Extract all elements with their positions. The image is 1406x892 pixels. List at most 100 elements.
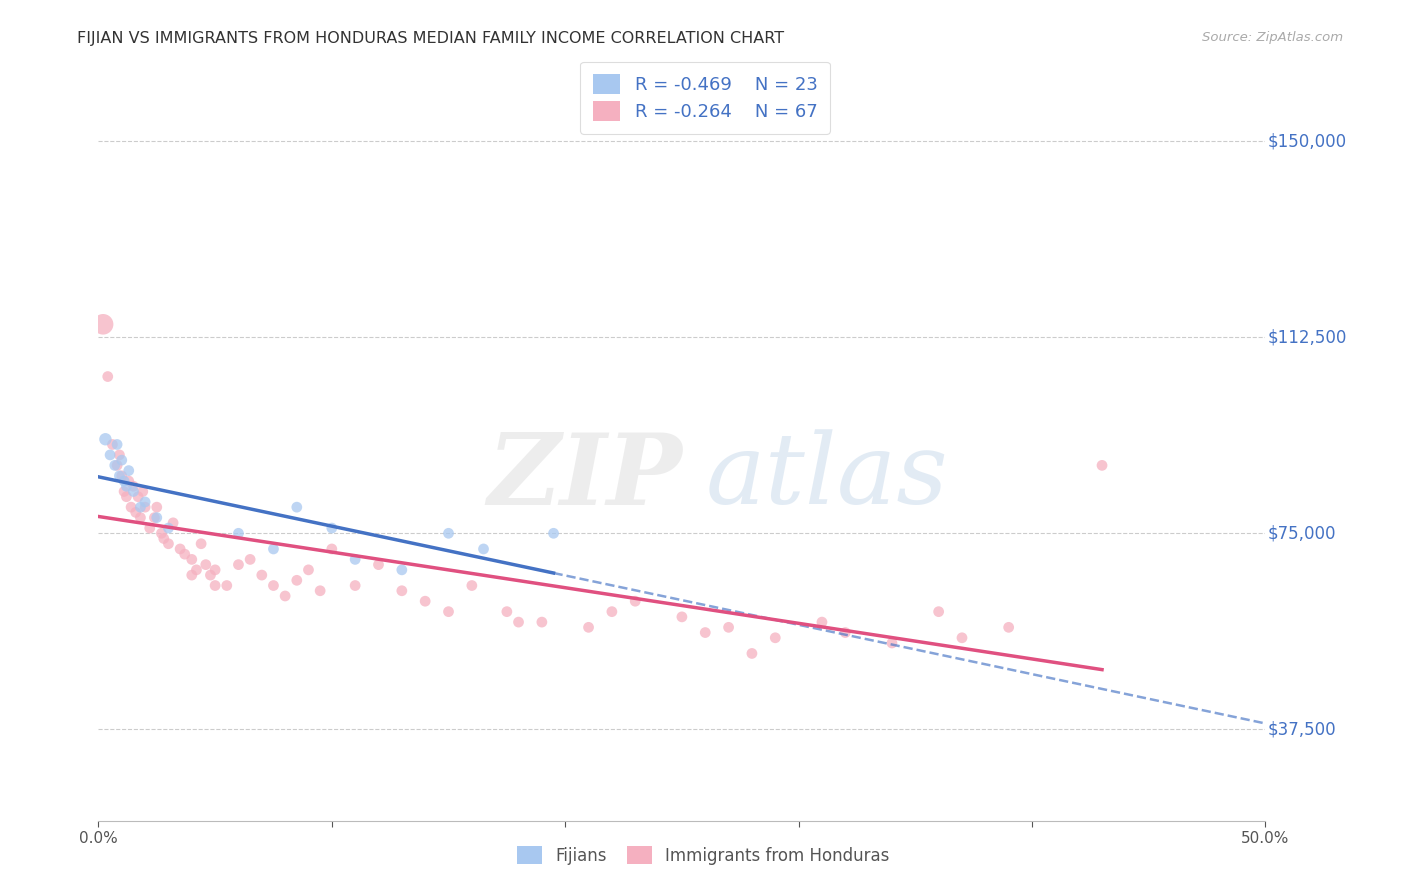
Point — [118, 464, 141, 478]
Point — [496, 605, 519, 619]
Point — [309, 583, 332, 598]
Point — [285, 574, 308, 588]
Point — [530, 615, 553, 629]
Point — [717, 620, 740, 634]
Point — [741, 647, 763, 661]
Point — [200, 568, 222, 582]
Point — [186, 563, 208, 577]
Point — [204, 578, 226, 592]
Point — [108, 448, 131, 462]
Text: $112,500: $112,500 — [1268, 328, 1347, 346]
Point — [508, 615, 530, 629]
Point — [461, 578, 484, 592]
Point — [134, 495, 156, 509]
Point — [115, 490, 138, 504]
Point — [880, 636, 903, 650]
Point — [671, 610, 693, 624]
Point — [111, 453, 134, 467]
Point — [367, 558, 389, 572]
Point — [391, 583, 413, 598]
Point — [437, 526, 460, 541]
Point — [125, 505, 148, 519]
Point — [127, 490, 149, 504]
Point — [143, 510, 166, 524]
Point — [928, 605, 950, 619]
Point — [834, 625, 856, 640]
Point — [578, 620, 600, 634]
Point — [190, 537, 212, 551]
Point — [112, 484, 135, 499]
Point — [194, 558, 217, 572]
Point — [105, 437, 128, 451]
Point — [98, 448, 121, 462]
Point — [180, 568, 202, 582]
Point — [950, 631, 973, 645]
Point — [274, 589, 297, 603]
Point — [111, 468, 134, 483]
Point — [321, 541, 343, 556]
Text: $75,000: $75,000 — [1268, 524, 1336, 542]
Point — [152, 532, 174, 546]
Text: ZIP: ZIP — [486, 429, 682, 525]
Point — [108, 468, 131, 483]
Point — [157, 521, 180, 535]
Point — [105, 458, 128, 473]
Point — [413, 594, 436, 608]
Text: $37,500: $37,500 — [1268, 720, 1336, 739]
Point — [600, 605, 623, 619]
Point — [321, 521, 343, 535]
Point — [132, 484, 155, 499]
Point — [344, 578, 367, 592]
Point — [169, 541, 191, 556]
Point — [104, 458, 127, 473]
Point — [285, 500, 308, 515]
Point — [146, 500, 169, 515]
Point — [122, 479, 145, 493]
Point — [239, 552, 262, 566]
Text: FIJIAN VS IMMIGRANTS FROM HONDURAS MEDIAN FAMILY INCOME CORRELATION CHART: FIJIAN VS IMMIGRANTS FROM HONDURAS MEDIA… — [77, 31, 785, 46]
Point — [118, 474, 141, 488]
Point — [91, 318, 114, 332]
Point — [101, 437, 124, 451]
Point — [228, 558, 250, 572]
Point — [120, 500, 142, 515]
Point — [391, 563, 413, 577]
Point — [543, 526, 565, 541]
Legend: Fijians, Immigrants from Honduras: Fijians, Immigrants from Honduras — [509, 838, 897, 873]
Point — [146, 510, 169, 524]
Point — [262, 578, 284, 592]
Point — [695, 625, 717, 640]
Point — [262, 541, 284, 556]
Point — [624, 594, 647, 608]
Point — [472, 541, 495, 556]
Point — [204, 563, 226, 577]
Point — [997, 620, 1019, 634]
Text: $150,000: $150,000 — [1268, 132, 1347, 151]
Point — [811, 615, 834, 629]
Point — [115, 479, 138, 493]
Point — [180, 552, 202, 566]
Point — [97, 369, 120, 384]
Point — [344, 552, 367, 566]
Point — [162, 516, 184, 530]
Point — [139, 521, 162, 535]
Point — [150, 526, 173, 541]
Point — [94, 432, 117, 446]
Point — [157, 537, 180, 551]
Text: Source: ZipAtlas.com: Source: ZipAtlas.com — [1202, 31, 1343, 45]
Point — [129, 500, 152, 515]
Point — [250, 568, 273, 582]
Point — [1091, 458, 1114, 473]
Text: atlas: atlas — [706, 429, 948, 524]
Point — [215, 578, 238, 592]
Legend: R = -0.469    N = 23, R = -0.264    N = 67: R = -0.469 N = 23, R = -0.264 N = 67 — [581, 62, 830, 134]
Point — [134, 500, 156, 515]
Point — [173, 547, 195, 561]
Point — [228, 526, 250, 541]
Point — [112, 474, 135, 488]
Point — [297, 563, 319, 577]
Point — [437, 605, 460, 619]
Point — [122, 484, 145, 499]
Point — [129, 510, 152, 524]
Point — [763, 631, 786, 645]
